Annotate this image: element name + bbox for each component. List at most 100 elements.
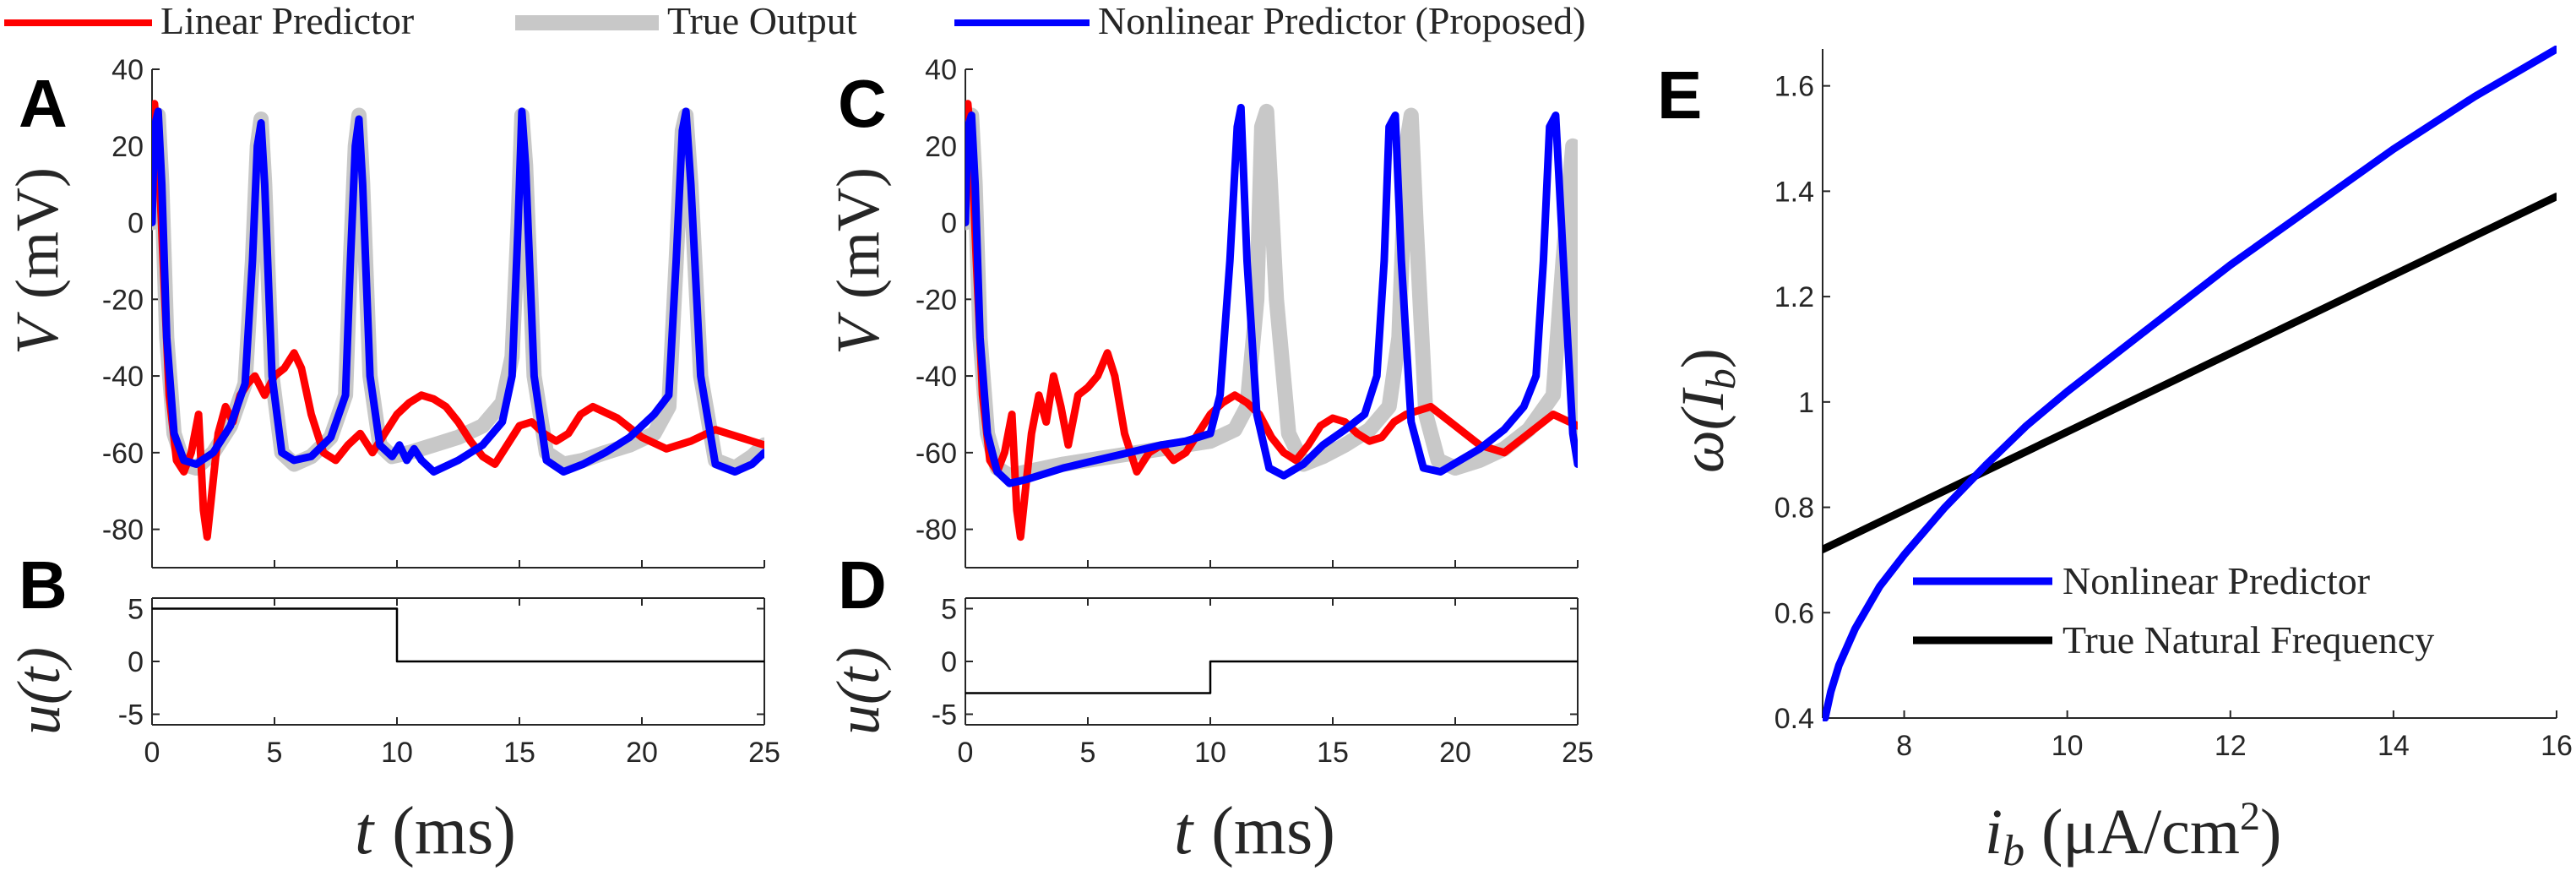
panel-e-xlabel: ib (μA/cm2) xyxy=(1985,794,2281,875)
ylabel-unit: (mV) xyxy=(3,167,71,299)
panel-e: E ω(Ib) ib (μA/cm2) 1.61.41.210.80.60.48 1… xyxy=(1657,46,2573,875)
legend-label-true-freq: True Natural Frequency xyxy=(2062,618,2434,661)
panel-letter-e: E xyxy=(1657,57,1702,133)
x-tick-label: 5 xyxy=(267,737,283,769)
x-tick-label: 10 xyxy=(1194,737,1226,769)
series-nonlinear-predictor xyxy=(1823,46,2557,721)
x-tick-label: 0 xyxy=(144,737,160,769)
panel-e-legend: Nonlinear Predictor True Natural Frequen… xyxy=(1913,559,2434,661)
y-tick-label: 0.6 xyxy=(1774,597,1814,629)
panel-letter-c: C xyxy=(838,66,887,141)
y-tick-label: -5 xyxy=(932,699,957,732)
panel-d-xlabel: t (ms) xyxy=(1174,794,1335,868)
y-tick-label: 20 xyxy=(111,131,144,163)
x-tick-label: 25 xyxy=(748,737,780,769)
svg-text:t(ms): t (ms) xyxy=(1174,794,1335,868)
panel-d: D u(t) t (ms) 50-50 5 10 15 20 25 xyxy=(824,547,1594,868)
panel-letter-b: B xyxy=(19,547,68,623)
x-tick-label: 20 xyxy=(626,737,658,769)
y-tick-label: 5 xyxy=(128,594,144,626)
axes: 40 20 0 -20 -40 -60 -80 xyxy=(102,54,765,569)
ylabel-close: ) xyxy=(1669,348,1736,368)
y-tick-label: 40 xyxy=(925,54,957,86)
y-tick-label: -80 xyxy=(102,514,144,547)
panel-e-ylabel: ω(Ib) xyxy=(1669,348,1744,473)
x-tick-label: 8 xyxy=(1896,730,1912,762)
ylabel-sub: b xyxy=(1697,368,1744,389)
x-tick-label: 12 xyxy=(2215,730,2247,762)
xlabel-sup: 2 xyxy=(2240,794,2260,839)
y-tick-label: -60 xyxy=(916,438,957,470)
xlabel-symbol: i xyxy=(1985,797,2003,868)
y-tick-label: 0 xyxy=(941,208,957,240)
legend-label-true: True Output xyxy=(667,0,857,42)
series-nonlinear-predictor-proposed xyxy=(152,107,764,476)
series-input xyxy=(965,660,1578,694)
series-nonlinear-predictor-proposed xyxy=(965,103,1578,487)
y-tick-label: 0.4 xyxy=(1774,703,1814,735)
y-tick-label: 0.8 xyxy=(1774,492,1814,525)
ylabel-symbol: V xyxy=(3,312,71,355)
ylabel-text: u(t) xyxy=(5,647,73,735)
ylabel-symbol: V xyxy=(824,312,892,355)
x-tick-label: 0 xyxy=(958,737,974,769)
x-tick-label: 25 xyxy=(1562,737,1594,769)
panel-d-ylabel: u(t) xyxy=(824,647,892,735)
x-tick-label: 15 xyxy=(503,737,535,769)
panel-a-ylabel: V (mV) xyxy=(3,167,71,355)
svg-text:V(mV): V (mV) xyxy=(3,167,71,355)
y-tick-label: -40 xyxy=(916,361,957,393)
series-input xyxy=(152,607,764,663)
xlabel-unit: (ms) xyxy=(392,794,516,868)
svg-text:t(ms): t (ms) xyxy=(355,794,516,868)
x-tick-label: 15 xyxy=(1317,737,1349,769)
y-tick-label: 5 xyxy=(941,594,957,626)
y-tick-label: -5 xyxy=(118,699,144,732)
xlabel-unit: (μA/cm xyxy=(2041,797,2240,868)
xlabel-symbol: t xyxy=(355,794,375,868)
series-true-output xyxy=(965,103,1578,484)
xlabel-sub: b xyxy=(2003,827,2024,875)
y-tick-label: 40 xyxy=(111,54,144,86)
y-tick-label: -40 xyxy=(102,361,144,393)
x-tick-label: 10 xyxy=(381,737,413,769)
x-tick-label: 5 xyxy=(1080,737,1096,769)
y-tick-label: 0 xyxy=(941,646,957,678)
y-tick-label: 1.4 xyxy=(1774,176,1814,208)
x-tick-label: 16 xyxy=(2541,730,2573,762)
y-tick-label: -20 xyxy=(916,284,957,316)
ylabel-text: u(t) xyxy=(824,647,892,735)
y-tick-label: 1 xyxy=(1798,387,1814,419)
panel-b-ylabel: u(t) xyxy=(5,647,73,735)
axes: 1.6 1.4 1.2 1 0.8 0.6 0.4 8 10 12 14 16 xyxy=(1774,49,2573,762)
axes: 50-50 5 10 15 20 25 xyxy=(932,594,1594,770)
series-linear-predictor xyxy=(965,100,1578,541)
legend-label-nonlinear: Nonlinear Predictor (Proposed) xyxy=(1098,0,1585,42)
x-tick-label: 14 xyxy=(2378,730,2410,762)
ylabel-unit: (mV) xyxy=(824,167,892,299)
legend-label-linear: Linear Predictor xyxy=(160,0,414,42)
ylabel-text: ω(I xyxy=(1669,387,1736,473)
panel-c: C V (mV) 40 20 0 -20 -40 -60 -80 xyxy=(824,54,1579,569)
svg-text:ω(Ib): ω(Ib) xyxy=(1669,348,1744,473)
panel-c-ylabel: V (mV) xyxy=(824,167,892,355)
panel-b-xlabel: t (ms) xyxy=(355,794,516,868)
panel-a: A V (mV) 40 20 0 -20 -40 -60 -80 xyxy=(3,54,765,569)
legend-label-nonlinear-e: Nonlinear Predictor xyxy=(2062,559,2370,602)
y-tick-label: -80 xyxy=(916,514,957,547)
y-tick-label: 0 xyxy=(128,208,144,240)
series-linear-predictor xyxy=(152,100,764,541)
panel-letter-a: A xyxy=(19,66,68,141)
x-tick-label: 10 xyxy=(2052,730,2084,762)
xlabel-unit: (ms) xyxy=(1211,794,1335,868)
y-tick-label: 20 xyxy=(925,131,957,163)
svg-text:V(mV): V (mV) xyxy=(824,167,892,355)
xlabel-symbol: t xyxy=(1174,794,1194,868)
y-tick-label: 1.2 xyxy=(1774,281,1814,313)
axes: 50-50 5 10 15 20 25 xyxy=(118,594,780,770)
y-tick-label: -60 xyxy=(102,438,144,470)
series-true-natural-frequency xyxy=(1823,193,2557,553)
xlabel-close: ) xyxy=(2260,797,2281,868)
svg-text:ib(μA/cm2): ib (μA/cm2) xyxy=(1985,794,2281,875)
